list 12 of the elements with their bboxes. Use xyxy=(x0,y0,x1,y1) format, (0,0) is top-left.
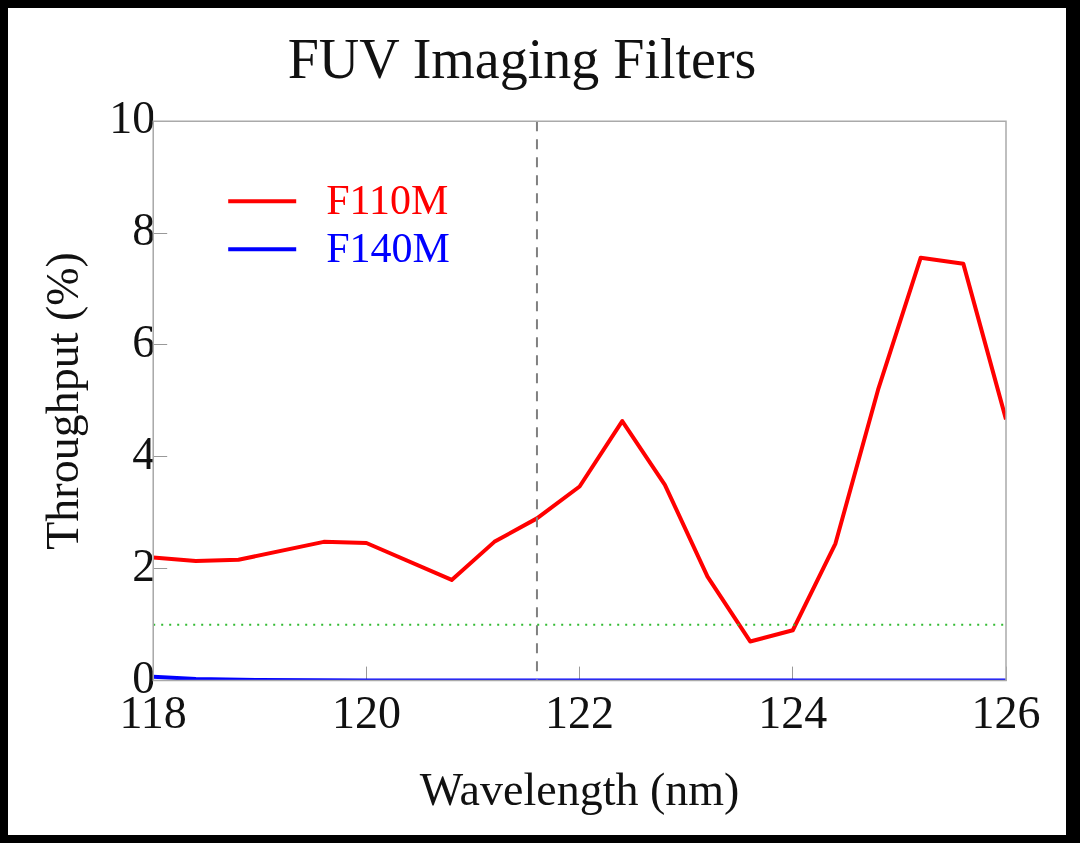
x-tick-label: 122 xyxy=(545,687,615,739)
x-tick-label: 124 xyxy=(758,687,828,739)
chart-title: FUV Imaging Filters xyxy=(287,28,757,91)
y-tick-label: 2 xyxy=(132,539,156,591)
x-axis-title: Wavelength (nm) xyxy=(419,764,740,816)
y-tick-label: 8 xyxy=(132,204,156,256)
y-tick-label: 10 xyxy=(109,92,156,144)
y-axis-title: Throughput (%) xyxy=(36,252,88,550)
x-tick-label: 120 xyxy=(331,687,401,739)
legend-label: F110M xyxy=(326,177,449,224)
legend-label: F140M xyxy=(326,225,450,272)
x-tick-label: 126 xyxy=(971,687,1041,739)
